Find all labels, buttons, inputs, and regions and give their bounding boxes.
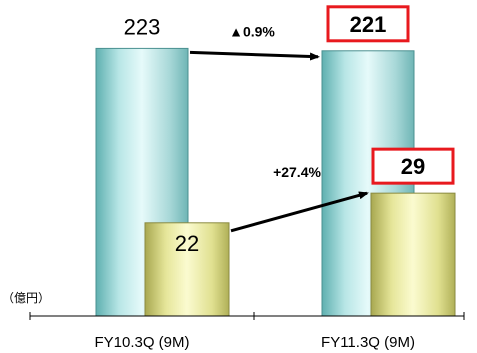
bar-series-1-1 <box>370 192 456 317</box>
bar-series-1-0 <box>144 222 230 317</box>
highlight-box-series-0-1 <box>326 5 410 43</box>
change-label-0: ▲0.9% <box>229 23 275 39</box>
value-label-series-0-1: 221 <box>350 12 387 37</box>
unit-label: （億円） <box>2 291 50 305</box>
value-label-series-1-0: 22 <box>175 231 199 256</box>
value-label-series-1-1: 29 <box>401 154 425 179</box>
category-label-1: FY11.3Q (9M) <box>321 334 415 351</box>
change-arrow-1 <box>230 191 369 233</box>
highlight-box-series-1-1 <box>371 147 455 185</box>
value-label-series-0-0: 223 <box>124 14 161 39</box>
change-label-1: +27.4% <box>273 164 321 180</box>
change-arrow-0 <box>189 50 320 61</box>
category-label-0: FY10.3Q (9M) <box>94 334 189 351</box>
